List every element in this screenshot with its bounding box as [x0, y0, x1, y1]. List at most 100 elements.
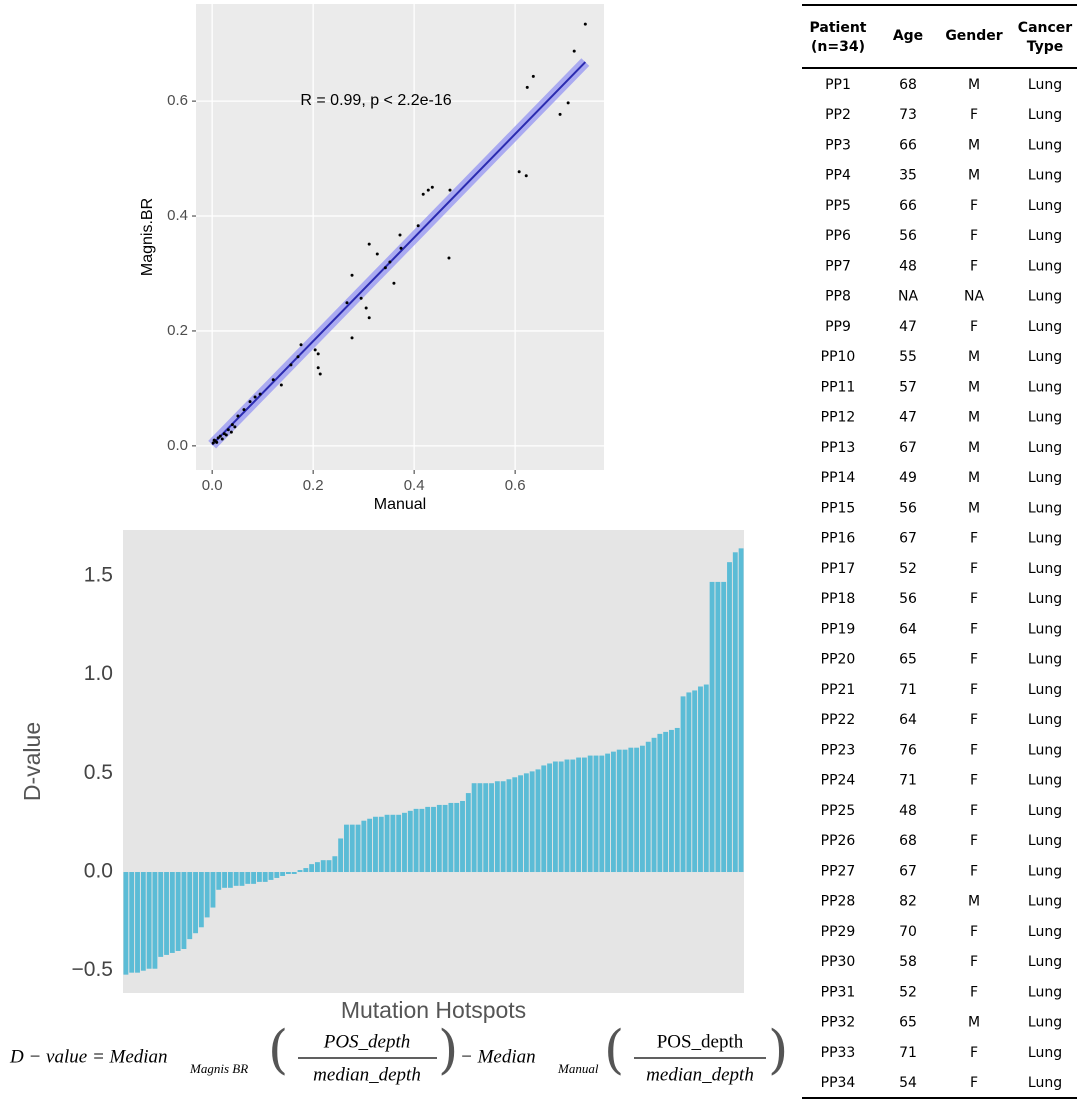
bar	[344, 824, 349, 873]
bar	[413, 808, 419, 873]
bar	[326, 860, 332, 873]
y-tick-label: 0.4	[167, 207, 188, 224]
bar	[291, 872, 297, 874]
bar	[297, 870, 303, 873]
bar	[715, 581, 721, 873]
y-tick-label: 1.0	[84, 662, 113, 685]
x-tick-label: 0.2	[303, 477, 324, 494]
table-cell: M	[968, 500, 980, 516]
y-tick-label: 0.0	[84, 860, 113, 883]
bar	[187, 872, 193, 940]
point	[350, 273, 354, 277]
table-cell: Lung	[1028, 954, 1062, 970]
paren: (	[268, 1021, 288, 1081]
table-cell: Lung	[1028, 168, 1062, 184]
table-cell: 71	[899, 773, 917, 789]
bar	[732, 552, 738, 873]
table-cell: F	[970, 984, 978, 1000]
bar	[663, 731, 669, 873]
point	[299, 343, 303, 347]
bar	[605, 753, 611, 873]
table-cell: Lung	[1028, 531, 1062, 547]
table-cell: 70	[899, 924, 917, 940]
bar	[175, 872, 181, 951]
bar	[727, 562, 732, 873]
table-cell: M	[968, 440, 980, 456]
bar	[152, 872, 158, 969]
point	[229, 430, 233, 434]
bar	[274, 872, 280, 878]
table-cell: 68	[899, 833, 917, 849]
table-cell: PP22	[821, 712, 856, 728]
table-cell: Lung	[1028, 198, 1062, 214]
bar	[692, 690, 698, 873]
point	[447, 256, 451, 260]
table-cell: PP8	[825, 289, 851, 305]
bar	[552, 761, 558, 873]
bar	[123, 872, 129, 975]
table-cell: M	[968, 410, 980, 426]
bar	[262, 872, 268, 882]
table-cell: Lung	[1028, 319, 1062, 335]
table-cell: Lung	[1028, 591, 1062, 607]
bar	[616, 749, 622, 873]
point	[399, 246, 403, 250]
table-cell: Lung	[1028, 77, 1062, 93]
bar	[285, 872, 291, 874]
bar	[523, 773, 529, 873]
bar	[407, 810, 413, 873]
table-cell: 76	[899, 742, 917, 758]
table-header: Gender	[945, 28, 1002, 44]
bar	[140, 872, 146, 971]
x-tick-label: 0.6	[505, 477, 526, 494]
point	[316, 366, 320, 370]
y-axis-label: Magnis.BR	[139, 198, 156, 276]
bar	[657, 733, 663, 873]
table-cell: Lung	[1028, 379, 1062, 395]
table-cell: PP18	[821, 591, 856, 607]
plot-panel	[123, 530, 744, 993]
table-cell: Lung	[1028, 833, 1062, 849]
point	[392, 281, 396, 285]
bar	[494, 781, 500, 873]
x-tick-label: 0.0	[202, 477, 223, 494]
bar	[686, 692, 692, 873]
table-cell: F	[970, 561, 978, 577]
table-cell: Lung	[1028, 803, 1062, 819]
table-cell: Lung	[1028, 1015, 1062, 1031]
table-cell: M	[968, 894, 980, 910]
bar	[645, 741, 651, 873]
bar	[610, 751, 616, 873]
bar	[384, 814, 390, 873]
bar	[216, 872, 222, 890]
table-cell: Lung	[1028, 894, 1062, 910]
bar	[419, 808, 425, 873]
point	[218, 434, 222, 438]
table-cell: Lung	[1028, 652, 1062, 668]
formula-numerator: POS_depth	[323, 1031, 411, 1052]
point	[289, 363, 293, 367]
table-cell: M	[968, 137, 980, 153]
bar	[239, 872, 245, 886]
table-cell: F	[970, 924, 978, 940]
table-cell: 52	[899, 984, 917, 1000]
point	[426, 188, 430, 192]
table-cell: M	[968, 349, 980, 365]
table-cell: 55	[899, 349, 917, 365]
table-cell: PP34	[821, 1075, 856, 1091]
table-cell: 71	[899, 1045, 917, 1061]
bar	[198, 872, 204, 928]
table-cell: PP29	[821, 924, 856, 940]
table-cell: F	[970, 591, 978, 607]
table-cell: F	[970, 833, 978, 849]
bar	[280, 872, 286, 876]
formula-numerator: POS_depth	[657, 1031, 744, 1052]
formula-denominator: median_depth	[313, 1064, 421, 1085]
table-cell: F	[970, 258, 978, 274]
bar	[454, 802, 460, 873]
annotation: R = 0.99, p < 2.2e-16	[300, 92, 451, 109]
table-cell: 49	[899, 470, 917, 486]
table-header: Cancer Type	[1018, 20, 1072, 55]
bar	[529, 771, 535, 873]
table-cell: Lung	[1028, 107, 1062, 123]
